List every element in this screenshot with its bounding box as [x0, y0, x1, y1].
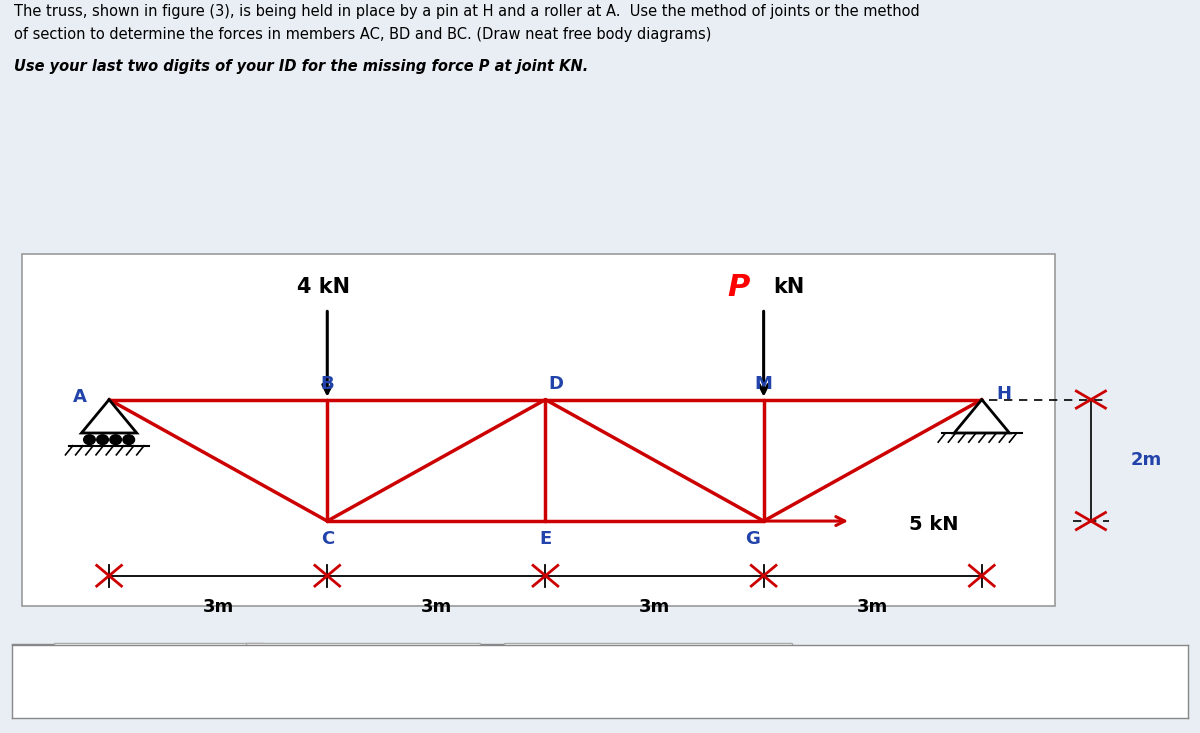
Circle shape [122, 435, 134, 444]
Text: ☺: ☺ [648, 660, 658, 678]
Text: I: I [204, 660, 214, 678]
Polygon shape [954, 399, 1009, 433]
Text: E: E [539, 530, 552, 548]
Text: ≡: ≡ [396, 660, 406, 678]
Text: 3m: 3m [421, 598, 452, 616]
Text: A▼: A▼ [84, 660, 104, 678]
Text: kN: kN [774, 277, 805, 297]
Text: of section to determine the forces in members AC, BD and BC. (Draw neat free bod: of section to determine the forces in me… [14, 27, 712, 42]
FancyBboxPatch shape [22, 254, 1055, 606]
Text: 2m: 2m [1130, 452, 1162, 469]
Circle shape [97, 435, 108, 444]
Text: 3m: 3m [857, 598, 888, 616]
Text: %: % [528, 660, 538, 678]
Text: M: M [755, 375, 773, 394]
Circle shape [84, 435, 95, 444]
Text: S̈: S̈ [588, 660, 608, 678]
FancyBboxPatch shape [504, 643, 792, 704]
Text: 3m: 3m [638, 598, 670, 616]
Text: ≡: ≡ [444, 660, 454, 678]
Text: D: D [548, 375, 564, 394]
Text: 4 kN: 4 kN [298, 277, 350, 297]
Polygon shape [82, 399, 137, 433]
Text: G: G [745, 530, 760, 548]
Text: 5 kN: 5 kN [910, 515, 959, 534]
Text: C: C [320, 530, 334, 548]
FancyBboxPatch shape [54, 643, 264, 704]
Circle shape [110, 435, 121, 444]
Text: ↑: ↑ [24, 660, 34, 678]
FancyBboxPatch shape [246, 643, 480, 704]
Text: B: B [156, 660, 166, 678]
Text: A: A [73, 388, 86, 405]
Text: ≡: ≡ [348, 660, 358, 678]
Text: P: P [727, 273, 749, 302]
Text: B: B [320, 375, 334, 394]
Text: ≡: ≡ [288, 660, 298, 678]
Text: 3m: 3m [203, 598, 234, 616]
Text: Use your last two digits of your ID for the missing force P at joint KN.: Use your last two digits of your ID for … [14, 59, 589, 73]
Text: ▣: ▣ [708, 660, 718, 678]
Text: H: H [996, 385, 1012, 402]
Text: The truss, shown in figure (3), is being held in place by a pin at H and a rolle: The truss, shown in figure (3), is being… [14, 4, 920, 18]
